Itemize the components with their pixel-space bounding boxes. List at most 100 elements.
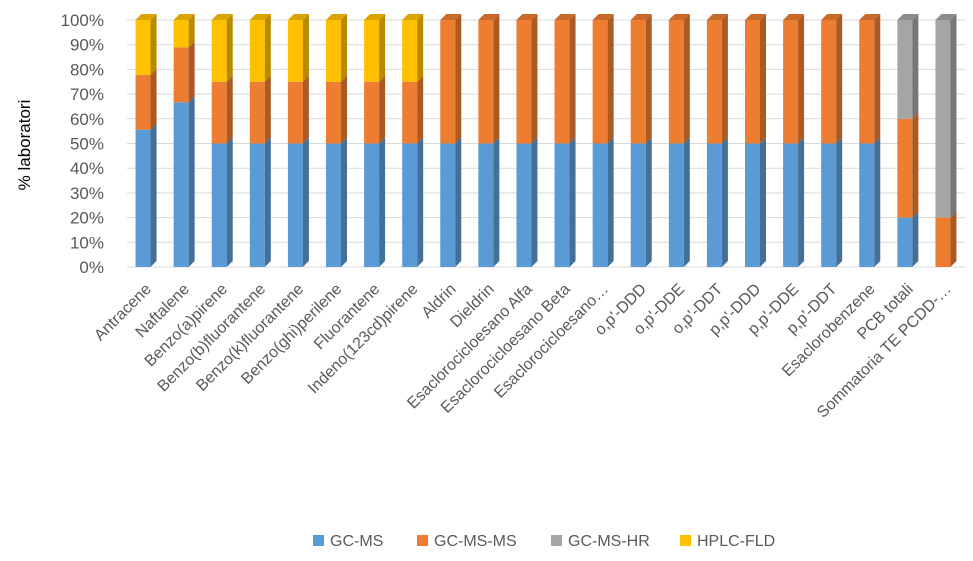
y-tick-label: 80% (70, 60, 104, 79)
bar-segment-gc-ms-ms (745, 20, 760, 144)
bar-segment-gc-ms-ms-side (569, 14, 576, 144)
bar-segment-gc-ms-side (264, 137, 271, 267)
bar-segment-gc-ms (554, 143, 570, 267)
bar-segment-gc-ms-ms-side (341, 75, 347, 144)
bar-segment-gc-ms (326, 143, 341, 267)
bar-segment-gc-ms-ms-side (607, 14, 614, 144)
y-tick-label: 50% (70, 135, 104, 154)
bar-segment-hplc-fld-side (188, 14, 195, 48)
bar-segment-hplc-fld-top (326, 14, 347, 20)
bar-segment-hplc-fld-side (264, 14, 271, 82)
bar-segment-gc-ms-ms (859, 20, 875, 144)
bar-segment-gc-ms-ms (630, 20, 646, 144)
bar-segment-gc-ms-ms-top (745, 14, 766, 20)
bar-segment-gc-ms (630, 143, 646, 267)
legend-swatch (551, 535, 562, 546)
bar-segment-gc-ms-side (150, 123, 157, 267)
bar-segment-gc-ms-ms (364, 81, 380, 144)
bar-segment-gc-ms-ms (135, 74, 151, 130)
bar-segment-gc-ms-hr-side (912, 14, 919, 119)
bar-segment-hplc-fld-top (402, 14, 424, 20)
y-tick-label: 10% (70, 233, 104, 252)
y-tick-label: 0% (79, 258, 104, 277)
bar-segment-gc-ms-ms-side (721, 14, 728, 144)
bar-segment-gc-ms-ms (440, 20, 456, 144)
bar-segment-gc-ms-side (302, 137, 309, 267)
bar-segment-gc-ms-side (341, 137, 347, 267)
y-tick-label: 40% (70, 159, 104, 178)
bar-segment-gc-ms-side (645, 137, 652, 267)
bar-segment-gc-ms-ms (783, 20, 799, 144)
bar-segment-gc-ms-ms-side (493, 14, 500, 144)
bar-segment-gc-ms-ms (478, 20, 494, 144)
bar-segment-gc-ms-side (721, 137, 728, 267)
bar-segment-hplc-fld (173, 20, 189, 48)
bar-segment-gc-ms-ms-side (874, 14, 881, 144)
bar-segment-gc-ms-hr-top (897, 14, 919, 20)
bar-segment-gc-ms-side (874, 137, 881, 267)
bar-segment-hplc-fld (364, 20, 380, 82)
bar-segment-gc-ms-ms (211, 81, 227, 144)
bar-segment-gc-ms-side (493, 137, 500, 267)
bar-segment-hplc-fld-side (150, 14, 157, 75)
bar-segment-gc-ms-ms (516, 20, 532, 144)
y-axis-title: % laboratori (15, 100, 34, 191)
bar-segment-gc-ms (478, 143, 494, 267)
bar-segment-gc-ms-hr (897, 20, 913, 119)
bar-segment-gc-ms-ms-top (783, 14, 805, 20)
bar-segment-gc-ms-ms-side (455, 14, 462, 144)
legend-label: GC-MS-MS (434, 533, 517, 550)
bar-segment-hplc-fld (402, 20, 418, 82)
bar-segment-gc-ms-ms (821, 20, 837, 144)
bar-segment-gc-ms-ms (402, 81, 418, 144)
bar-segment-gc-ms-ms (706, 20, 722, 144)
x-axis-ticks: AntraceneNaftaleneBenzo(a)pireneBenzo(b)… (91, 281, 955, 422)
bar-segment-gc-ms (516, 143, 532, 267)
bar-segment-gc-ms-side (455, 137, 462, 267)
bar-segment-hplc-fld-top (287, 14, 309, 20)
bar-segment-hplc-fld-side (302, 14, 309, 82)
y-tick-label: 100% (61, 11, 104, 30)
bar-segment-gc-ms-side (531, 137, 538, 267)
bar-segment-hplc-fld-top (364, 14, 386, 20)
bar-segment-gc-ms-ms (935, 217, 951, 267)
bar-segment-gc-ms-ms-top (706, 14, 728, 20)
bar-segment-gc-ms-ms (554, 20, 570, 144)
bar-segment-gc-ms (745, 143, 760, 267)
bar-segment-gc-ms-ms-side (264, 75, 271, 144)
bar-segment-gc-ms (668, 143, 684, 267)
bar-segment-gc-ms-ms-top (630, 14, 652, 20)
bar-segment-gc-ms (364, 143, 380, 267)
bar-segment-gc-ms-ms (326, 81, 341, 144)
bar-segment-gc-ms (135, 129, 151, 267)
bar-segment-gc-ms (402, 143, 418, 267)
bar-segment-gc-ms-ms-side (302, 75, 309, 144)
bar-segment-gc-ms-ms-side (379, 75, 386, 144)
bar-segment-gc-ms (783, 143, 799, 267)
bar-segment-gc-ms-ms (897, 118, 913, 218)
legend-swatch (680, 535, 691, 546)
bar-segment-gc-ms-ms-side (950, 211, 957, 267)
bar-segment-gc-ms-ms (287, 81, 303, 144)
legend-swatch (417, 535, 428, 546)
y-tick-label: 20% (70, 209, 104, 228)
bar-segment-gc-ms-side (188, 96, 195, 267)
bar-segment-gc-ms-side (912, 211, 919, 267)
legend: GC-MS GC-MS-MS GC-MS-HR HPLC-FLD (313, 533, 775, 550)
bar-segment-gc-ms-ms-side (912, 112, 919, 218)
y-axis-ticks: 0% 10% 20% 30% 40% 50% 60% 70% 80% 90% 100% (61, 11, 104, 277)
bar-segment-gc-ms-ms (668, 20, 684, 144)
bar-segment-hplc-fld-side (226, 14, 233, 82)
bar-segment-gc-ms (173, 102, 189, 267)
bar-segment-gc-ms-ms-side (226, 75, 233, 144)
bar-segment-gc-ms-ms-top (592, 14, 614, 20)
bars (135, 14, 957, 267)
bar-segment-gc-ms-ms (173, 47, 189, 103)
y-tick-label: 70% (70, 85, 104, 104)
y-tick-label: 90% (70, 36, 104, 55)
bar-segment-gc-ms-ms (249, 81, 265, 144)
bar-segment-gc-ms-hr-side (950, 14, 957, 218)
bar-segment-gc-ms (592, 143, 608, 267)
